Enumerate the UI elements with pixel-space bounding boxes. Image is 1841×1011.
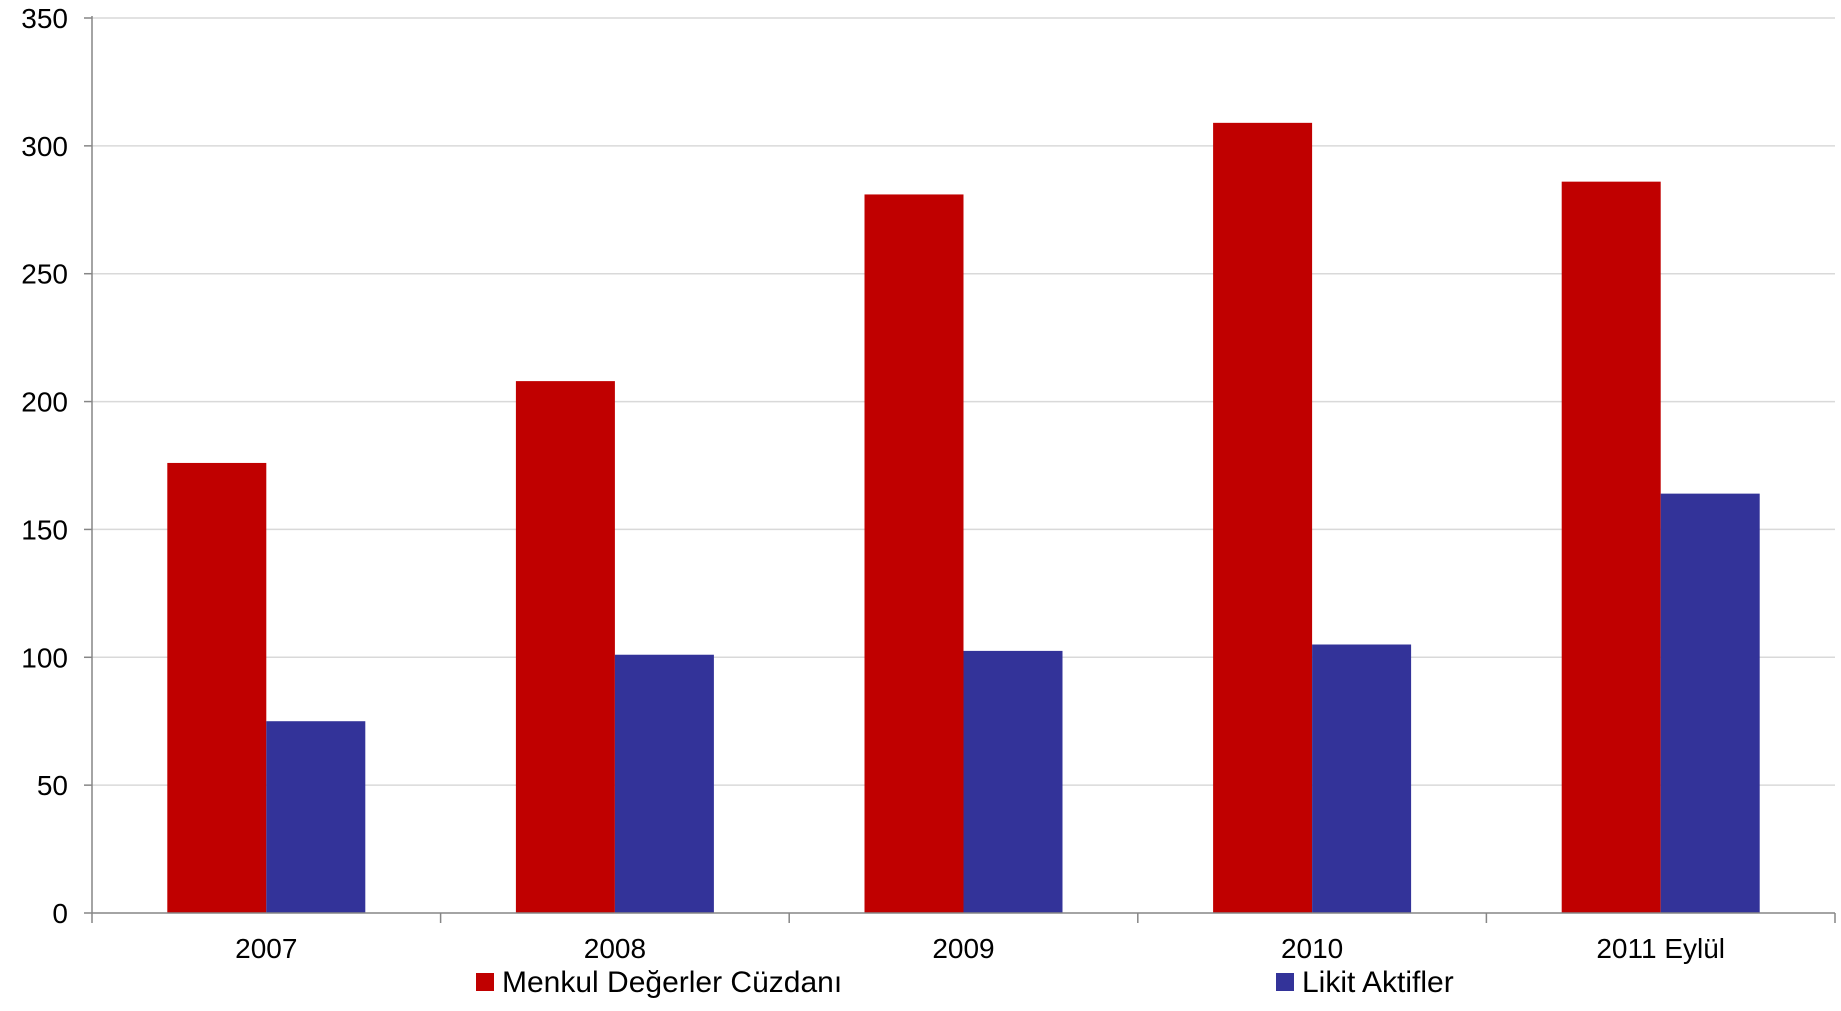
- legend-swatch: [1276, 973, 1294, 991]
- legend-label: Likit Aktifler: [1302, 966, 1454, 999]
- axes-group: [84, 16, 1836, 923]
- bar-menkul: [1561, 181, 1661, 913]
- bar-likit: [614, 654, 714, 913]
- y-tick-label: 300: [21, 131, 68, 162]
- y-tick-label: 350: [21, 3, 68, 34]
- x-category-label: 2011 Eylül: [1596, 933, 1725, 964]
- bar-menkul: [167, 462, 267, 913]
- legend: Menkul Değerler Cüzdanı Likit Aktifler: [476, 966, 1454, 999]
- y-tick-label: 200: [21, 387, 68, 418]
- y-tick-label: 250: [21, 259, 68, 290]
- y-tick-label: 100: [21, 642, 68, 673]
- bar-likit: [266, 721, 366, 913]
- legend-label: Menkul Değerler Cüzdanı: [502, 966, 842, 999]
- y-tick-label: 150: [21, 514, 68, 545]
- legend-swatch: [476, 973, 494, 991]
- x-category-label: 2010: [1281, 933, 1343, 964]
- bar-menkul: [1213, 122, 1313, 914]
- bar-likit: [1312, 644, 1412, 913]
- bar-menkul: [515, 381, 615, 914]
- x-category-label: 2009: [932, 933, 994, 964]
- x-category-label: 2008: [584, 933, 646, 964]
- x-axis-categories: 2007 2008 2009 2010 2011 Eylül: [235, 933, 1725, 964]
- bar-menkul: [864, 194, 964, 913]
- x-category-label: 2007: [235, 933, 297, 964]
- y-axis-ticks: 0 50 100 150 200 250 300 350: [21, 3, 68, 929]
- bar-likit: [963, 650, 1063, 913]
- bars-group: [167, 122, 1760, 914]
- y-tick-label: 50: [37, 770, 68, 801]
- y-tick-label: 0: [52, 898, 68, 929]
- bar-likit: [1660, 493, 1760, 913]
